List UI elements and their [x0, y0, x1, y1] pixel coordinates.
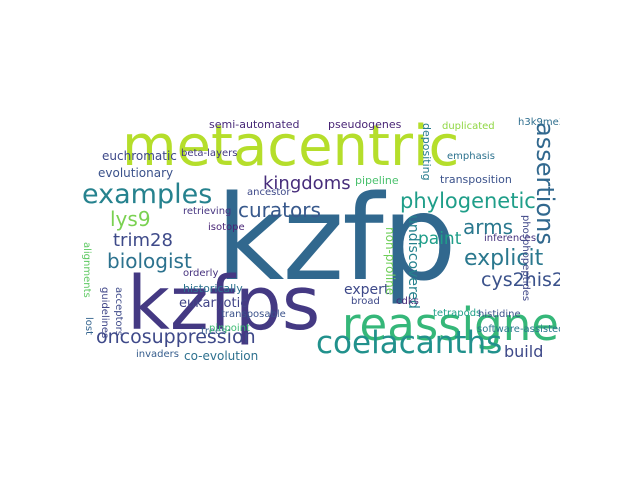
word-evolutionary: evolutionary [98, 166, 174, 180]
word-pinpoint: pinpoint [209, 323, 250, 334]
word-histidine: histidine [478, 309, 521, 320]
word-isotope: isotope [208, 222, 245, 233]
word-orderly: orderly [183, 268, 219, 279]
word-pipeline: pipeline [355, 174, 399, 187]
word-guidelines: guidelines [99, 287, 110, 339]
word-co-evolution: co-evolution [184, 349, 259, 362]
word-eukaryotic: eukaryotic [179, 296, 248, 311]
word-curators: curators [238, 198, 321, 222]
word-lost: lost [83, 317, 94, 336]
word-semi-automated: semi-automated [209, 118, 300, 131]
word-undiscovered: undiscovered [405, 215, 421, 309]
word-phylogenetic: phylogenetic [400, 189, 536, 213]
word-lys9: lys9 [110, 207, 151, 231]
word-coelacanths: coelacanths [316, 325, 503, 361]
word-cloud: kzfp metacentric kzfps reassigned coelac… [80, 117, 560, 362]
word-depositing: depositing [420, 123, 433, 181]
word-expert: expert [344, 282, 390, 298]
word-explicit: explicit [464, 246, 544, 271]
word-transposable: transposable [221, 309, 286, 320]
word-cys2his2: cys2his2 [481, 269, 560, 291]
word-pseudogenes: pseudogenes [328, 118, 402, 131]
word-reassigned: reassigned [342, 298, 560, 351]
word-tetrapods: tetrapods [433, 308, 482, 319]
word-kzfps: kzfps [127, 261, 321, 347]
word-build: build [504, 342, 544, 361]
word-non-proline: non-proline [383, 227, 397, 296]
word-oncosuppression: oncosuppression [96, 326, 256, 348]
word-trees: trees [201, 326, 227, 337]
word-trim28: trim28 [113, 230, 173, 251]
word-duplicated: duplicated [442, 121, 495, 132]
word-beta-layers: beta-layers [181, 148, 238, 159]
word-euchromatic: euchromatic [102, 149, 177, 163]
word-inferences: inferences [484, 233, 537, 244]
word-kingdoms: kingdoms [263, 173, 351, 194]
word-alignments: alignments [81, 242, 92, 298]
word-historically: historically [183, 282, 243, 295]
word-examples: examples [82, 179, 213, 210]
word-software-assisted: software-assisted [477, 324, 560, 335]
word-broad: broad [351, 296, 380, 307]
word-ancestor: ancestor [247, 187, 291, 198]
word-h3k9me3: h3k9me3 [518, 117, 560, 128]
word-metacentric: metacentric [122, 117, 460, 179]
word-emphasis: emphasis [447, 151, 495, 162]
word-arms: arms [463, 215, 514, 239]
word-cdks: cdks [396, 296, 419, 307]
word-paint: paint [418, 229, 462, 249]
word-kzfp: kzfp [216, 169, 457, 307]
word-invaders: invaders [136, 349, 179, 360]
word-biologist: biologist [107, 249, 192, 273]
word-phosphopeptides: phosphopeptides [520, 215, 531, 302]
word-retrieving: retrieving [183, 206, 232, 217]
word-assertions: assertions [531, 122, 559, 245]
word-acceptors: acceptors [113, 287, 124, 336]
word-transposition: transposition [440, 173, 512, 186]
